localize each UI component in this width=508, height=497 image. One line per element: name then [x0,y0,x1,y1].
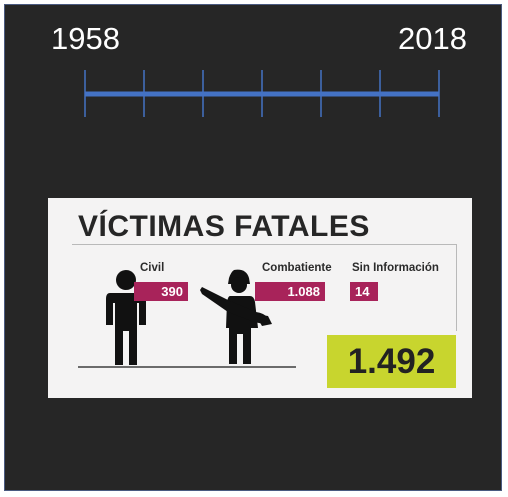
sin-informacion-count-badge: 14 [350,282,378,301]
victims-infographic-card: VÍCTIMAS FATALES Civil 390 Combatiente 1… [48,198,472,398]
combatiente-label: Combatiente [262,262,332,274]
combatiente-count-badge: 1.088 [255,282,325,301]
timeline-end-year: 2018 [398,21,467,57]
ground-line [78,366,296,368]
civil-label: Civil [140,262,164,274]
timeline-start-year: 1958 [51,21,120,57]
soldier-with-rifle-icon [198,266,278,366]
card-title: VÍCTIMAS FATALES [78,210,370,244]
timeline-bar [83,67,441,127]
civil-count-badge: 390 [134,282,188,301]
sin-informacion-label: Sin Información [352,262,439,274]
total-victims-box: 1.492 [327,335,456,388]
